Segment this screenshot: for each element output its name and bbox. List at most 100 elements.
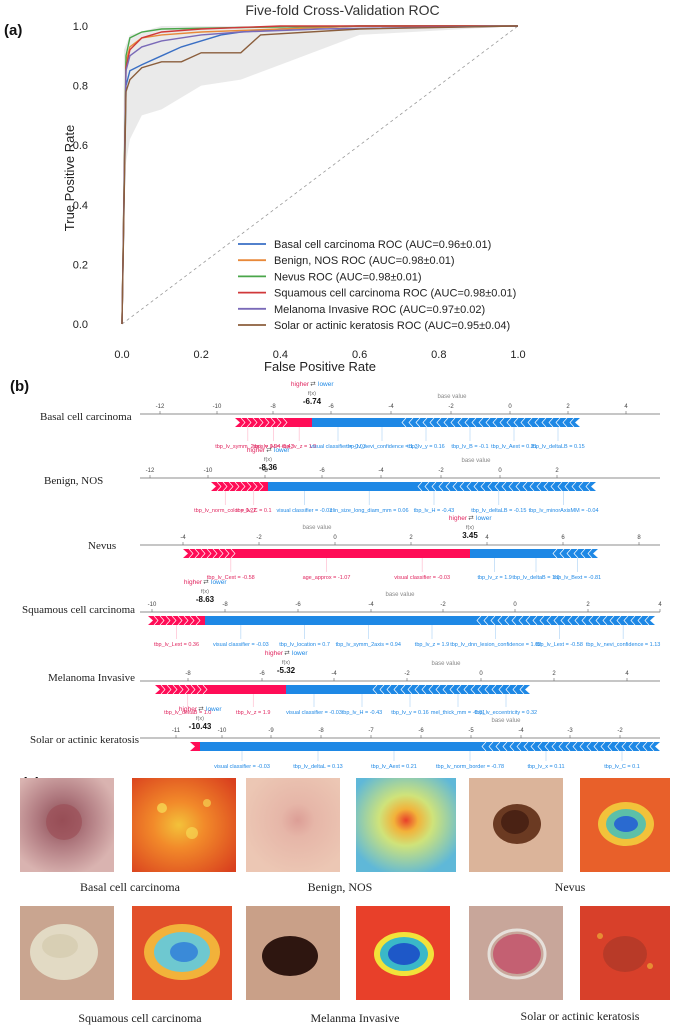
shap-chevron [470,684,476,695]
roc-series-line [121,25,519,325]
panel-b-label: (b) [10,378,30,395]
shap-chevron [644,615,650,626]
solar-heatmap-image [580,906,670,1000]
shap-chevron [184,684,190,695]
caption-basal: Basal cell carcinoma [80,880,180,894]
shap-chevron [506,417,512,428]
shap-chevron [372,684,378,695]
shap-chevron [516,741,522,752]
shap-chevron [505,684,511,695]
caption-melanoma: Melanma Invasive [310,1011,400,1025]
shap-feature-label-negative: tbp_lv_H = -0.43 [414,508,455,514]
shap-feature-label-positive: visual classifier = -0.03 [394,575,450,581]
shap-tick-label: -9 [268,728,274,734]
roc-legend-label: Squamous cell carcinoma ROC (AUC=0.98±0.… [274,288,516,300]
shap-chevron [490,615,496,626]
shap-chevron [457,417,463,428]
shap-tick-label: -8 [222,602,228,608]
shap-chevron [595,615,601,626]
shap-chevron [200,548,206,559]
caption-nevus: Nevus [554,880,586,894]
shap-lower-label: lower [318,381,334,388]
shap-feature-label-negative: visual classifier = -0.03 [310,444,366,450]
shap-feature-label-positive: tbp_lv_H = -0.43 [253,444,294,450]
shap-feature-label-negative: tbp_lv_dnn_lesion_confidence = 1.02 [450,642,541,648]
shap-chevron [518,615,524,626]
shap-chevron [487,481,493,492]
shap-feature-label-negative: tbp_lv_y = 0.16 [391,710,428,716]
shap-chevron [480,481,486,492]
shap-feature-label-positive: tbp_lv_z = 1.9 [282,444,316,450]
shap-chevron [234,481,240,492]
shap-feature-label-negative: tbp_lv_z = 1.9 [477,575,511,581]
shap-feature-label-positive: tbp_lv_C = 0.1 [236,508,272,514]
shap-chevron [442,684,448,695]
shap-chevron [190,684,196,695]
shap-chevron [536,481,542,492]
shap-tick-label: -8 [318,728,324,734]
shap-higher-label: higher [265,650,284,657]
shap-chevron [206,548,212,559]
shap-fx-value: -8.63 [196,595,215,604]
nevus-lesion-image [469,778,563,872]
shap-feature-label-positive: tbp_lv_norm_color = 0.22 [194,508,256,514]
shap-feature-label-negative: tbp_lv_Aext = 0.21 [371,764,417,770]
shap-tick-label: -4 [368,602,374,608]
shap-chevron [177,615,183,626]
shap-chevron [519,684,525,695]
shap-tick-label: -10 [204,468,213,474]
shap-tick-label: 8 [637,535,641,541]
shap-feature-label-negative: tbp_lv_deltaB = 1.0 [512,575,559,581]
shap-lower-label: lower [211,579,227,586]
shap-chevron [537,741,543,752]
shap-tick-label: -2 [256,535,262,541]
shap-chevron [178,684,184,695]
shap-chevron [623,615,629,626]
roc-x-tick: 0.4 [273,349,288,361]
shap-chevron [587,548,593,559]
roc-x-tick: 0.8 [431,349,446,361]
shap-feature-label-negative: clin_size_long_diam_mm = 0.06 [330,508,409,514]
roc-y-tick: 0.8 [73,81,88,93]
shap-chevron [616,615,622,626]
shap-tick-label: 4 [485,535,489,541]
shap-negative-bar [200,742,660,751]
shap-positive-bar [211,482,268,491]
shap-chevron [509,741,515,752]
shap-chevron [172,684,178,695]
shap-chevron [600,741,606,752]
shap-positive-bar [148,616,205,625]
roc-chart-title: Five-fold Cross-Validation ROC [245,2,440,18]
shap-chevron [452,481,458,492]
shap-chevron [609,615,615,626]
shap-chevron [578,481,584,492]
shap-higher-label: higher [449,515,468,522]
shap-chevron [499,417,505,428]
roc-x-axis-label: False Positive Rate [264,359,376,374]
shap-chevron [504,615,510,626]
shap-chevron [614,741,620,752]
shap-tick-label: -4 [388,404,394,410]
shap-tick-label: -4 [518,728,524,734]
shap-chevron [473,481,479,492]
shap-chevron [497,615,503,626]
shap-chevron [258,417,264,428]
shap-tick-label: 2 [555,468,559,474]
shap-row-label-benign: Benign, NOS [44,475,104,487]
shap-feature-label-negative: visual classifier = -0.03 [286,710,342,716]
shap-base-value-label: base value [491,718,521,724]
shap-chevron [502,741,508,752]
shap-chevron [642,741,648,752]
shap-row-label-basal: Basal cell carcinoma [40,411,132,423]
shap-chevron [546,615,552,626]
shap-fx-label: f(x) [282,660,290,666]
roc-x-tick: 1.0 [510,349,525,361]
shap-lower-label: lower [206,706,222,713]
shap-tick-label: -4 [331,671,337,677]
shap-chevron [565,741,571,752]
shap-tick-label: -12 [156,404,165,410]
shap-positive-bar [235,418,312,427]
shap-chevron [544,741,550,752]
shap-tick-label: -6 [319,468,325,474]
roc-y-tick: 0.6 [73,140,88,152]
